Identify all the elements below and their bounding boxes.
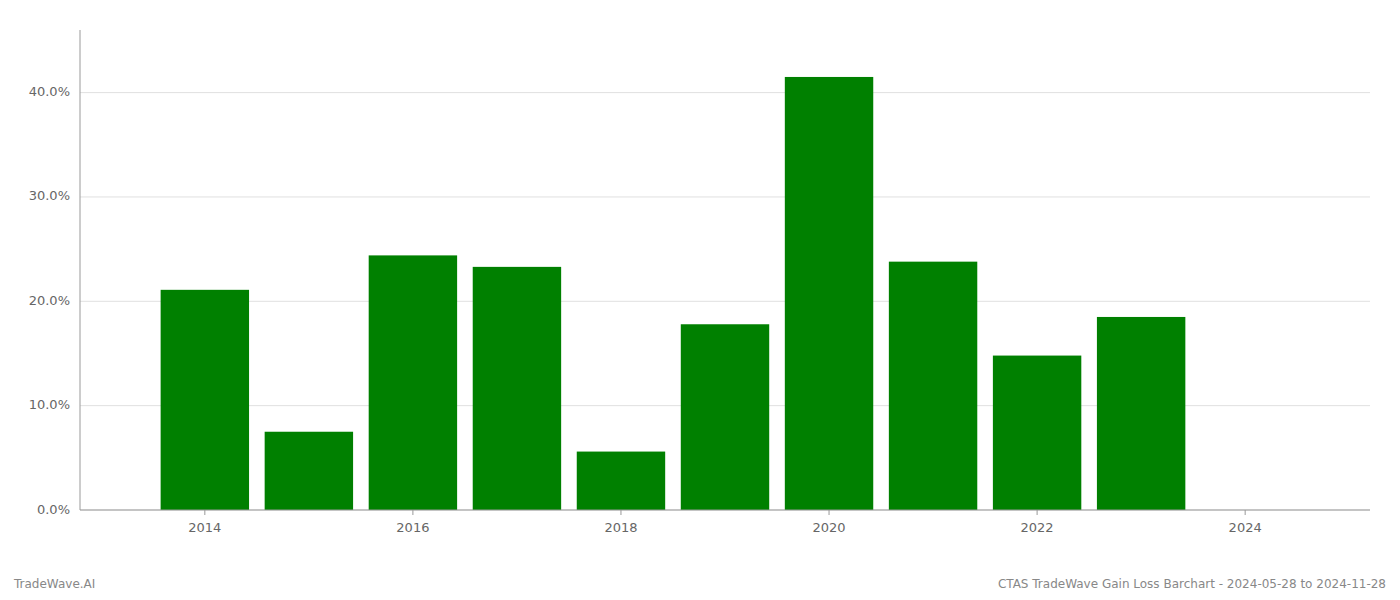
y-tick-label: 10.0% — [29, 397, 70, 412]
x-tick-label: 2020 — [812, 520, 845, 535]
grid-line — [80, 301, 1370, 302]
x-tick — [1037, 510, 1038, 515]
bars — [161, 77, 1186, 510]
x-tick-label: 2024 — [1229, 520, 1262, 535]
bar — [993, 356, 1081, 510]
grid-line — [80, 510, 1370, 511]
x-ticks: 2014 2016 2018 2020 2022 2024 — [188, 510, 1261, 535]
bar — [785, 77, 873, 510]
chart-container: 0.0% 10.0% 20.0% 30.0% 40.0% 2014 2016 2018 2020… — [0, 0, 1400, 600]
annotation: TradeWave.AI — [13, 577, 95, 591]
grid-line — [80, 196, 1370, 197]
bar — [889, 262, 977, 510]
x-tick-label: 2018 — [604, 520, 637, 535]
x-tick-label: 2014 — [188, 520, 221, 535]
y-axis-line — [80, 30, 81, 510]
x-tick — [412, 510, 413, 515]
bar — [473, 267, 561, 510]
x-tick-label: 2016 — [396, 520, 429, 535]
grid-line — [80, 92, 1370, 93]
y-tick-label: 30.0% — [29, 188, 70, 203]
background — [0, 0, 1400, 600]
x-tick — [829, 510, 830, 515]
x-axis-line — [80, 510, 1370, 511]
y-grid — [80, 93, 1370, 510]
annotation: CTAS TradeWave Gain Loss Barchart - 2024… — [998, 577, 1386, 591]
y-tick-label: 20.0% — [29, 293, 70, 308]
bar — [369, 255, 457, 510]
bar — [1097, 317, 1185, 510]
bar — [577, 452, 665, 510]
x-tick-label: 2022 — [1021, 520, 1054, 535]
chart-svg: 0.0% 10.0% 20.0% 30.0% 40.0% 2014 2016 2018 2020… — [0, 0, 1400, 600]
y-tick-label: 40.0% — [29, 84, 70, 99]
x-tick — [620, 510, 621, 515]
bar — [681, 324, 769, 510]
y-tick-label: 0.0% — [37, 502, 70, 517]
x-tick — [204, 510, 205, 515]
x-tick — [1245, 510, 1246, 515]
bar — [265, 432, 353, 510]
y-tick-labels: 0.0% 10.0% 20.0% 30.0% 40.0% — [29, 84, 70, 516]
bar — [161, 290, 249, 510]
